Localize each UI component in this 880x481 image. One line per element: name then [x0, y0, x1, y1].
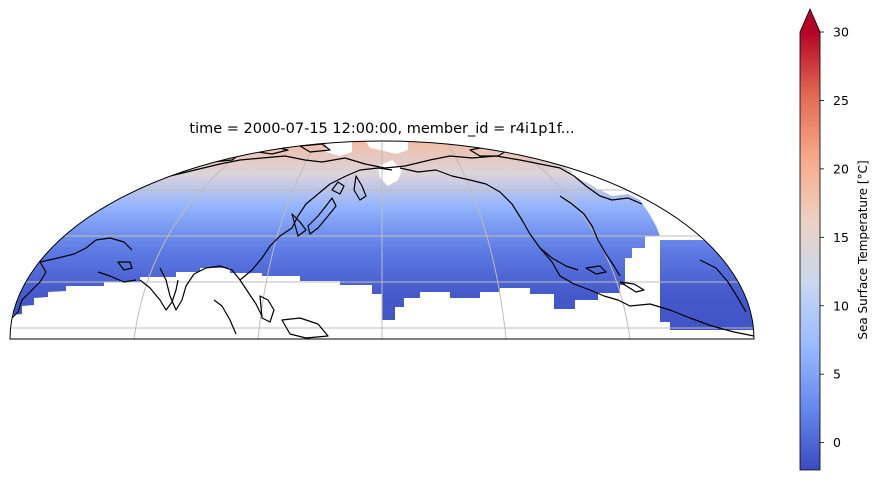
colorbar-tick-label: 0 [833, 435, 841, 450]
missing-data-arctic [326, 141, 606, 190]
colorbar-body [800, 32, 820, 470]
colorbar-tick-label: 20 [833, 161, 849, 176]
colorbar-outline [799, 7, 821, 471]
colorbar-tick-label: 10 [833, 298, 849, 313]
colorbar-extend-max [800, 9, 820, 32]
chart-title: time = 2000-07-15 12:00:00, member_id = … [189, 121, 574, 137]
colorbar-tick-label: 5 [833, 367, 841, 382]
colorbar-tick-label: 25 [833, 93, 849, 108]
colorbar-tick-label: 30 [833, 25, 849, 40]
map [9, 140, 755, 340]
colorbar: 0 5 10 15 20 25 30 Sea Surface Temperature [°C… [799, 7, 870, 471]
colorbar-label: Sea Surface Temperature [°C] [856, 160, 870, 339]
colorbar-tick-label: 15 [833, 230, 849, 245]
colorbar-ticks: 0 5 10 15 20 25 30 [820, 25, 849, 450]
missing-data-south [10, 236, 754, 339]
map-boundary [9, 140, 755, 340]
